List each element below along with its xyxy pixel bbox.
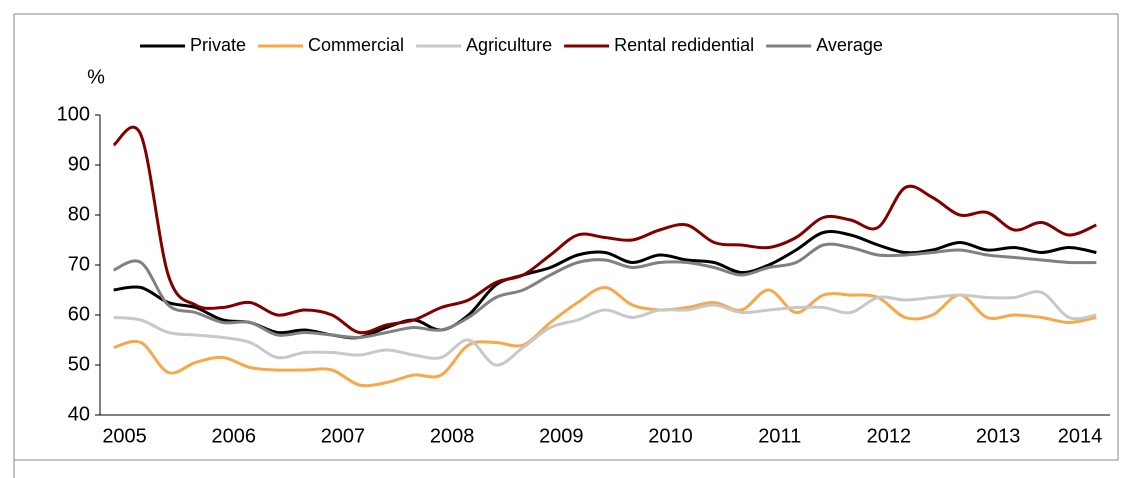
y-tick-label: 60 (68, 303, 90, 325)
y-tick-label: 80 (68, 203, 90, 225)
series-line (113, 286, 1097, 388)
y-tick-label: 70 (68, 253, 90, 275)
x-tick-label: 2006 (212, 425, 257, 447)
legend-label: Private (190, 35, 246, 55)
legend-label: Average (816, 35, 883, 55)
y-tick-label: 50 (68, 353, 90, 375)
x-tick-label: 2009 (539, 425, 584, 447)
series-line (112, 125, 1097, 335)
y-tick-label: 90 (68, 153, 90, 175)
legend-label: Rental redidential (614, 35, 754, 55)
x-tick-label: 2010 (648, 425, 693, 447)
series-line (113, 242, 1097, 340)
y-tick-label: 40 (68, 403, 90, 425)
x-tick-label: 2013 (976, 425, 1021, 447)
x-tick-label: 2012 (867, 425, 912, 447)
x-tick-label: 2011 (758, 425, 801, 447)
x-tick-label: 2008 (430, 425, 475, 447)
y-tick-label: 100 (57, 103, 90, 125)
legend-label: Agriculture (466, 35, 552, 55)
series-line (113, 290, 1097, 367)
x-tick-label: 2014 (1058, 425, 1103, 447)
series-line (113, 230, 1097, 340)
x-tick-label: 2005 (102, 425, 147, 447)
legend-label: Commercial (308, 35, 404, 55)
chart-frame (13, 13, 1119, 461)
x-tick-label: 2007 (321, 425, 366, 447)
y-axis-label: % (87, 66, 105, 88)
